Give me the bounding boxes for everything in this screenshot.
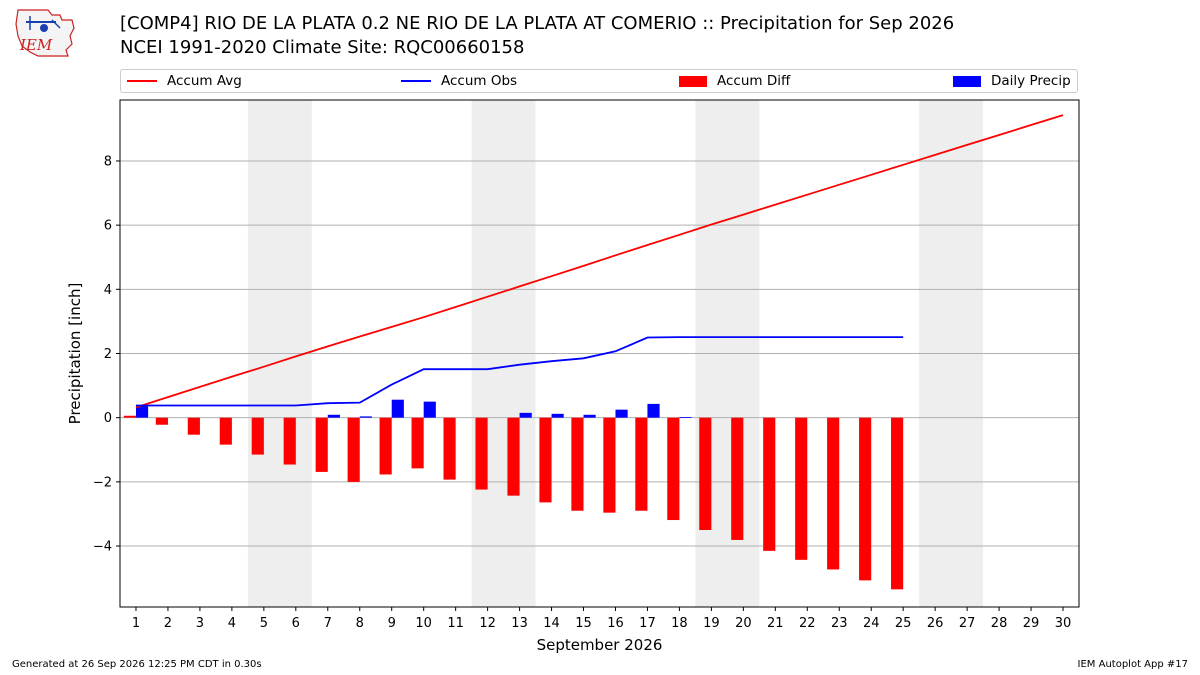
accum-diff-bar [763, 417, 776, 551]
x-axis-label: September 2026 [537, 636, 663, 654]
daily-precip-bar [359, 416, 372, 418]
x-tick-label: 2 [164, 616, 172, 631]
legend-swatch-accum-avg [127, 80, 157, 82]
accum-diff-bar [539, 417, 552, 503]
daily-precip-bar [423, 401, 436, 418]
y-tick-label: 0 [104, 411, 112, 426]
accum-diff-bar [411, 417, 424, 469]
accum-diff-bar [443, 417, 456, 480]
daily-precip-bar [615, 409, 628, 418]
y-tick-label: 2 [104, 347, 112, 362]
accum-diff-bar [891, 417, 904, 590]
accum-diff-bar [155, 417, 168, 425]
legend-item-accum-obs: Accum Obs [401, 73, 517, 89]
y-tick-label: 6 [104, 219, 112, 234]
x-tick-label: 15 [575, 616, 592, 631]
x-tick-label: 24 [863, 616, 880, 631]
accum-diff-bar [699, 417, 712, 530]
daily-precip-bar [391, 399, 404, 418]
daily-precip-bar [135, 405, 149, 418]
x-tick-label: 17 [639, 616, 656, 631]
y-tick-label: 4 [104, 283, 112, 298]
accum-diff-bar [347, 417, 360, 482]
x-tick-label: 30 [1055, 616, 1072, 631]
legend-item-daily-precip: Daily Precip [953, 73, 1071, 89]
logo-text: IEM [19, 36, 53, 54]
x-tick-label: 28 [991, 616, 1008, 631]
x-tick-label: 26 [927, 616, 944, 631]
x-tick-label: 22 [799, 616, 816, 631]
daily-precip-bar [583, 414, 596, 418]
x-tick-label: 11 [447, 616, 464, 631]
accum-diff-bar [219, 417, 232, 445]
x-tick-label: 5 [260, 616, 268, 631]
x-tick-label: 1 [132, 616, 140, 631]
chart-title: [COMP4] RIO DE LA PLATA 0.2 NE RIO DE LA… [120, 13, 955, 34]
daily-precip-bar [551, 413, 564, 418]
accum-diff-bar [379, 417, 392, 475]
legend-swatch-accum-diff [679, 75, 707, 87]
y-tick-label: 8 [104, 154, 112, 169]
x-tick-label: 7 [324, 616, 332, 631]
accum-diff-bar [187, 417, 200, 435]
x-tick-label: 14 [543, 616, 560, 631]
x-tick-label: 3 [196, 616, 204, 631]
accum-diff-bar [251, 417, 264, 455]
x-tick-label: 20 [735, 616, 752, 631]
accum-obs-line [136, 336, 904, 407]
generated-footer: Generated at 26 Sep 2026 12:25 PM CDT in… [12, 659, 262, 670]
daily-precip-bar [647, 403, 660, 418]
x-tick-label: 12 [479, 616, 496, 631]
y-axis-label: Precipitation [inch] [66, 283, 84, 425]
daily-precip-bar [327, 414, 340, 418]
legend-item-accum-diff: Accum Diff [679, 73, 790, 89]
x-tick-label: 6 [292, 616, 300, 631]
x-tick-label: 29 [1023, 616, 1040, 631]
x-tick-label: 9 [388, 616, 396, 631]
accum-diff-bar [859, 417, 872, 581]
legend-swatch-daily-precip [953, 75, 981, 87]
accum-diff-bar [507, 417, 520, 496]
iem-logo: IEM [15, 9, 75, 57]
x-tick-label: 27 [959, 616, 976, 631]
accum-diff-bar [827, 417, 840, 570]
accum-diff-bar [795, 417, 808, 560]
accum-diff-bar [475, 417, 488, 490]
legend-label-accum-obs: Accum Obs [441, 73, 518, 89]
accum-diff-bar [603, 417, 616, 513]
accum-diff-bar [635, 417, 648, 511]
legend-label-daily-precip: Daily Precip [991, 73, 1071, 89]
x-tick-label: 8 [356, 616, 364, 631]
accum-diff-bar [667, 417, 680, 521]
x-tick-label: 16 [607, 616, 624, 631]
x-tick-label: 18 [671, 616, 688, 631]
accum-diff-bar [123, 415, 136, 418]
legend: Accum Avg Accum Obs Accum Diff Daily Pre… [120, 69, 1078, 93]
x-tick-label: 4 [228, 616, 236, 631]
legend-label-accum-diff: Accum Diff [717, 73, 791, 89]
daily-precip-bar [679, 417, 692, 418]
accum-diff-bar [283, 417, 296, 465]
x-tick-label: 19 [703, 616, 720, 631]
daily-precip-bar [519, 412, 532, 418]
accum-avg-line [135, 114, 1064, 409]
x-tick-label: 13 [511, 616, 528, 631]
legend-swatch-accum-obs [401, 80, 431, 82]
y-tick-label: −4 [93, 540, 112, 555]
plot-frame [119, 99, 1080, 608]
x-tick-label: 10 [415, 616, 432, 631]
legend-label-accum-avg: Accum Avg [167, 73, 242, 89]
accum-diff-bar [571, 417, 584, 511]
chart-subtitle: NCEI 1991-2020 Climate Site: RQC00660158 [120, 37, 525, 58]
app-footer: IEM Autoplot App #17 [1077, 659, 1188, 670]
accum-diff-bar [731, 417, 744, 540]
legend-item-accum-avg: Accum Avg [127, 73, 242, 89]
x-tick-label: 23 [831, 616, 848, 631]
y-tick-label: −2 [93, 475, 112, 490]
x-tick-label: 25 [895, 616, 912, 631]
accum-diff-bar [315, 417, 328, 472]
x-tick-label: 21 [767, 616, 784, 631]
